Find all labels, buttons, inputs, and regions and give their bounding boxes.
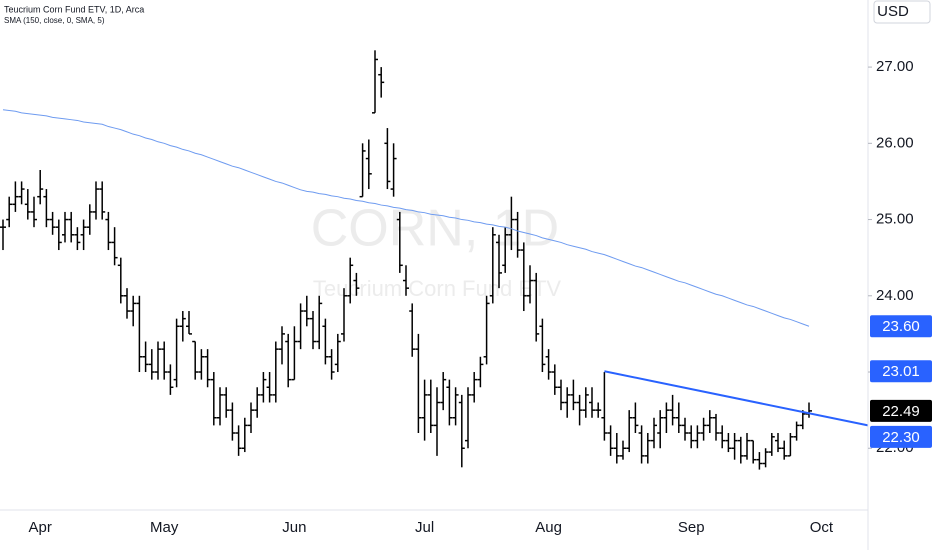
price-label: 22.49 bbox=[882, 403, 920, 420]
price-label-box bbox=[870, 315, 932, 338]
price-labels: 23.60 23.01 22.49 22.30 bbox=[870, 315, 932, 448]
price-label-box bbox=[870, 425, 932, 448]
currency[interactable]: USD bbox=[877, 3, 909, 20]
price-label: 23.01 bbox=[882, 363, 920, 380]
y-tick-label: 24.00 bbox=[876, 287, 914, 304]
price-label-box bbox=[870, 360, 932, 383]
x-tick-label: Oct bbox=[810, 519, 834, 536]
indicator-legend: SMA (150, close, 0, SMA, 5) bbox=[4, 16, 105, 25]
x-tick-label: May bbox=[150, 519, 179, 536]
y-tick-label: 27.00 bbox=[876, 58, 914, 75]
price-label: 22.30 bbox=[882, 429, 920, 446]
x-tick-label: Sep bbox=[678, 519, 705, 536]
sma-line bbox=[2, 109, 810, 327]
plot-area bbox=[0, 50, 869, 470]
y-tick-label: 25.00 bbox=[876, 211, 914, 228]
x-tick-label: Apr bbox=[29, 519, 52, 536]
trend-line bbox=[604, 370, 869, 427]
x-tick-label: Aug bbox=[535, 519, 562, 536]
watermark-symbol: CORN, 1D bbox=[311, 200, 559, 258]
price-label-box bbox=[870, 399, 932, 422]
x-tick-label: Jul bbox=[415, 519, 434, 536]
y-tick-label: 26.00 bbox=[876, 134, 914, 151]
chart-title: Teucrium Corn Fund ETV, 1D, Arca bbox=[4, 4, 144, 14]
price-label: 23.60 bbox=[882, 318, 920, 335]
x-tick-label: Jun bbox=[282, 519, 306, 536]
currency-box[interactable] bbox=[873, 0, 931, 24]
x-axis: Apr May Jun Jul Aug Sep Oct bbox=[29, 519, 834, 536]
